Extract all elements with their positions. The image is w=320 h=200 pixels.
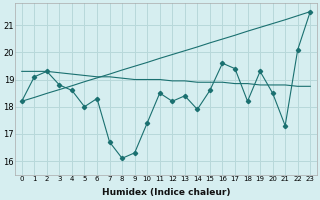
X-axis label: Humidex (Indice chaleur): Humidex (Indice chaleur) xyxy=(102,188,230,197)
